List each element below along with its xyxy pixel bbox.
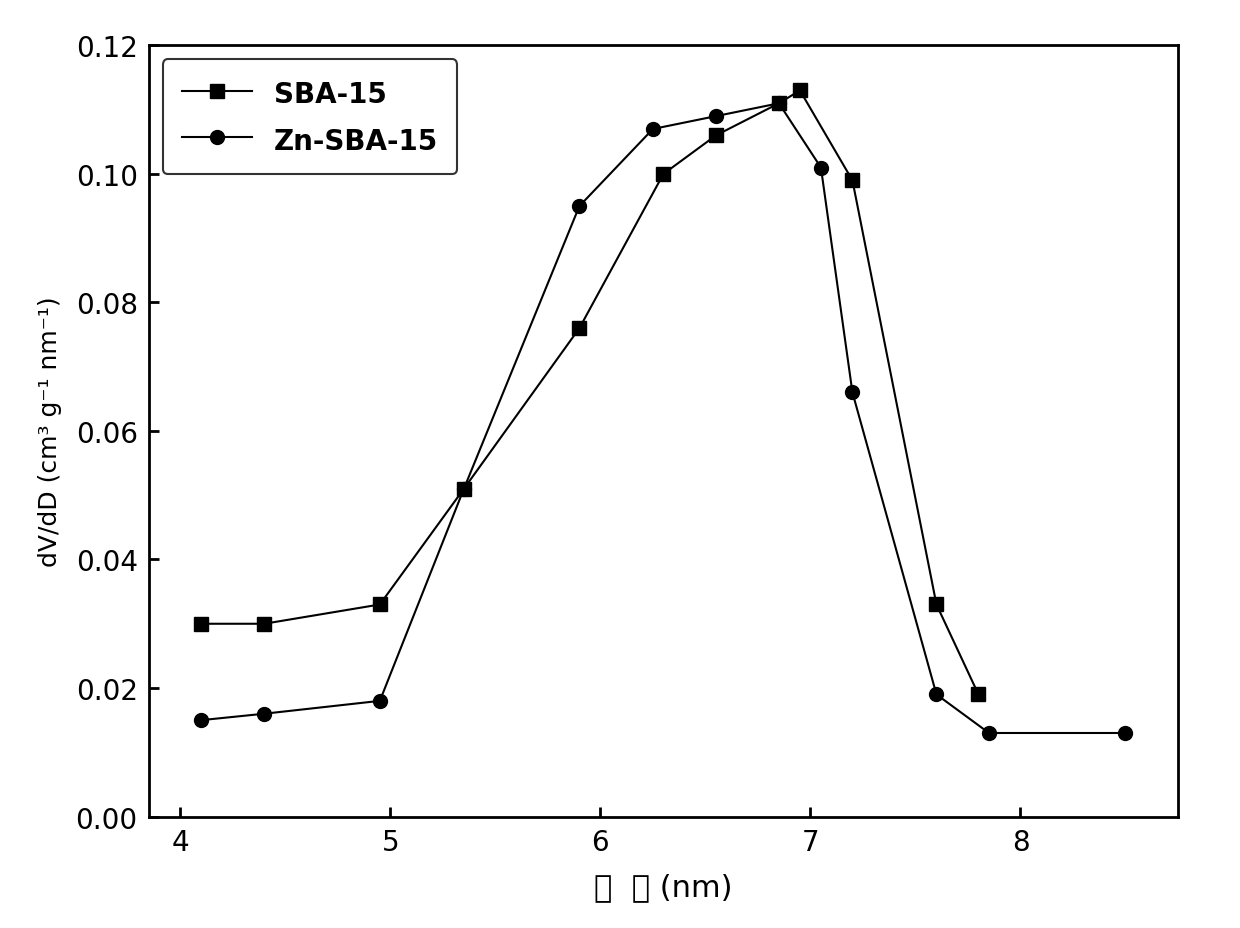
- SBA-15: [257, 619, 272, 630]
- X-axis label: 孔  径 (nm): 孔 径 (nm): [594, 872, 733, 901]
- Zn-SBA-15: [456, 483, 471, 495]
- Zn-SBA-15: [1118, 728, 1133, 739]
- Zn-SBA-15: [982, 728, 997, 739]
- SBA-15: [708, 131, 723, 142]
- SBA-15: [456, 483, 471, 495]
- SBA-15: [929, 599, 944, 611]
- Zn-SBA-15: [257, 708, 272, 719]
- Line: Zn-SBA-15: Zn-SBA-15: [195, 97, 1132, 741]
- SBA-15: [971, 690, 986, 701]
- SBA-15: [372, 599, 387, 611]
- SBA-15: [656, 169, 671, 180]
- Zn-SBA-15: [193, 715, 208, 726]
- Zn-SBA-15: [372, 696, 387, 707]
- Zn-SBA-15: [813, 162, 828, 174]
- Legend: SBA-15, Zn-SBA-15: SBA-15, Zn-SBA-15: [162, 60, 458, 175]
- Zn-SBA-15: [771, 98, 786, 110]
- Zn-SBA-15: [708, 111, 723, 122]
- Zn-SBA-15: [646, 124, 661, 135]
- SBA-15: [193, 619, 208, 630]
- SBA-15: [792, 85, 807, 97]
- SBA-15: [844, 175, 859, 187]
- Line: SBA-15: SBA-15: [195, 84, 986, 702]
- Y-axis label: dV/dD (cm³ g⁻¹ nm⁻¹): dV/dD (cm³ g⁻¹ nm⁻¹): [37, 296, 62, 567]
- Zn-SBA-15: [572, 201, 587, 213]
- Zn-SBA-15: [929, 690, 944, 701]
- SBA-15: [572, 323, 587, 334]
- Zn-SBA-15: [844, 388, 859, 399]
- SBA-15: [771, 98, 786, 110]
